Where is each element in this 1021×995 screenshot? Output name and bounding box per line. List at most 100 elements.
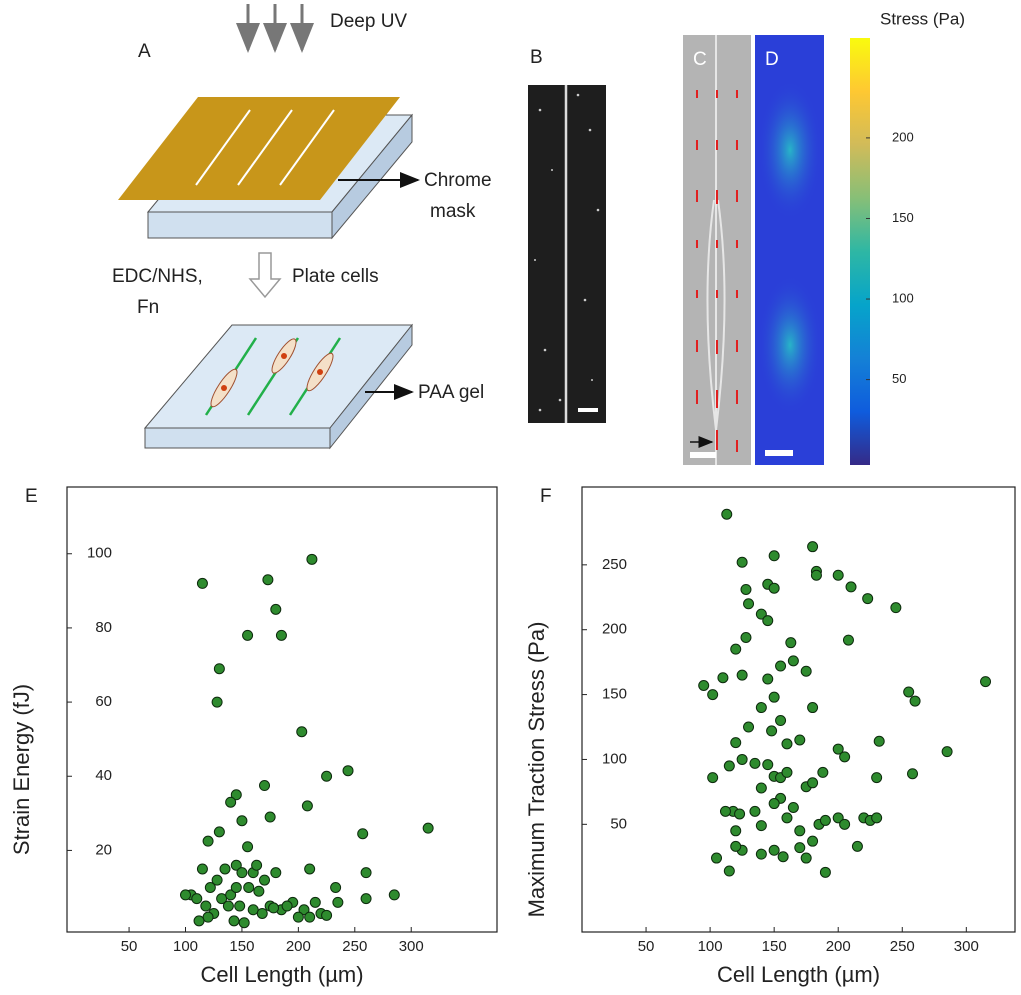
data-point [736, 753, 748, 765]
colorbar-tick-label: 100 [892, 290, 914, 305]
data-point [768, 691, 780, 703]
stress-hotspot [758, 80, 822, 220]
panel-label: B [530, 47, 543, 68]
colorbar-tick-label: 200 [892, 129, 914, 144]
speckles [534, 93, 600, 412]
panel-label: E [25, 486, 38, 507]
data-point [219, 863, 231, 875]
data-point [213, 663, 225, 675]
data-point [193, 915, 205, 927]
panel-c: C [683, 35, 751, 465]
data-point [768, 582, 780, 594]
data-point [740, 583, 752, 595]
data-point [845, 581, 857, 593]
scale-bar [765, 450, 793, 456]
scale-bar [578, 408, 598, 412]
data-point [711, 852, 723, 864]
data-point [740, 631, 752, 643]
data-point [941, 746, 953, 758]
data-point [730, 643, 742, 655]
data-point [907, 768, 919, 780]
chrome-mask [118, 97, 400, 200]
mask-label: Chrome [424, 170, 492, 191]
plot-frame [66, 486, 498, 933]
panel-a: A Deep UV Chrome mask EDC/NHS, Fn Plate … [112, 4, 492, 450]
data-point [807, 541, 819, 553]
y-tick-label: 100 [602, 750, 627, 767]
data-point [851, 840, 863, 852]
data-point [242, 629, 254, 641]
data-point [794, 734, 806, 746]
data-point [755, 848, 767, 860]
data-point [262, 574, 274, 586]
data-point [191, 893, 203, 905]
data-point [794, 842, 806, 854]
gel-front [144, 427, 331, 449]
data-point [980, 676, 992, 688]
data-point [819, 866, 831, 878]
stress-hotspot [758, 275, 822, 415]
data-point [768, 550, 780, 562]
y-tick-label: 200 [602, 621, 627, 638]
panel-label: C [693, 49, 707, 70]
data-point [775, 715, 787, 727]
data-point [225, 796, 237, 808]
x-tick-label: 100 [698, 938, 723, 955]
data-point [204, 882, 216, 893]
data-point [839, 751, 851, 763]
data-point [787, 655, 799, 667]
data-point [304, 911, 316, 923]
data-point [807, 835, 819, 847]
data-point [871, 812, 883, 824]
data-point [817, 766, 829, 778]
x-tick-label: 150 [229, 938, 254, 955]
x-tick-label: 50 [121, 938, 138, 955]
data-point [211, 696, 223, 708]
data-point [755, 702, 767, 714]
data-point [736, 556, 748, 568]
colorbar-tick-label: 150 [892, 210, 914, 225]
x-tick-label: 150 [762, 938, 787, 955]
data-point [304, 863, 316, 875]
data-point [234, 900, 246, 912]
data-point [890, 602, 902, 614]
data-point [755, 782, 767, 794]
colorbar-title: Stress (Pa) [880, 9, 965, 28]
data-point [213, 826, 225, 838]
data-point [730, 737, 742, 749]
data-point [800, 852, 812, 864]
y-tick-label: 150 [602, 686, 627, 703]
x-tick-label: 100 [173, 938, 198, 955]
data-point [301, 800, 313, 812]
data-point [236, 815, 248, 827]
y-tick-label: 20 [95, 841, 112, 858]
data-point [388, 889, 400, 901]
chem-label: EDC/NHS, [112, 266, 203, 287]
data-point [766, 725, 778, 737]
x-tick-label: 50 [638, 938, 655, 955]
data-point [321, 909, 333, 921]
data-point [281, 900, 293, 912]
data-point [251, 859, 263, 871]
x-axis-title: Cell Length (µm) [200, 962, 363, 987]
scale-bar [690, 452, 716, 458]
data-point [200, 900, 212, 912]
data-point [230, 859, 242, 871]
data-point [230, 789, 242, 801]
data-point [259, 874, 271, 886]
data-point [225, 889, 237, 901]
nucleus [221, 385, 227, 391]
data-point [734, 808, 746, 820]
x-axis-title: Cell Length (µm) [717, 962, 880, 987]
data-point [800, 665, 812, 677]
data-point [211, 874, 223, 886]
data-point [762, 615, 774, 627]
panel-label: D [765, 49, 779, 70]
data-point [819, 814, 831, 826]
data-point [309, 896, 321, 908]
x-tick-label: 200 [286, 938, 311, 955]
x-tick-label: 250 [342, 938, 367, 955]
data-point [422, 822, 434, 834]
panel-d: D [755, 35, 824, 465]
